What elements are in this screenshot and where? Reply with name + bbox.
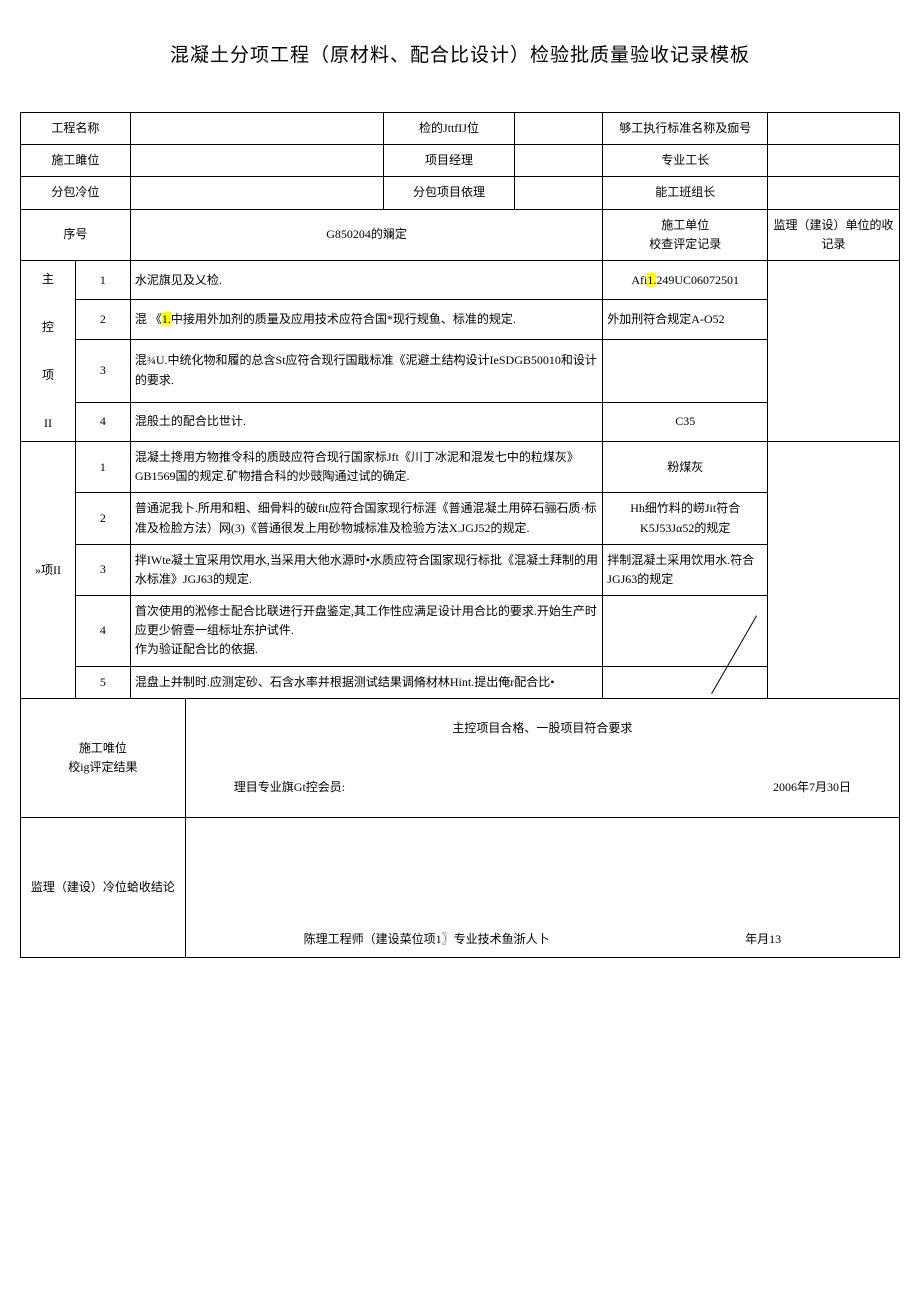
main-row-record: 外加刑符合规定A-O52 [603,300,768,339]
main-row-desc: 混¾U.中统化物和履的总含St应符合现行国戢标准《泥避土结构设计IeSDGB50… [130,339,602,402]
general-row-num: 1 [75,441,130,492]
value-subcontract [130,177,383,209]
general-row-desc: 混凝土搀用方物推令科的质豉应符合现行国家标Jft《川丁冰泥和混发七中的粒煤灰》G… [130,441,602,492]
label-check-record: 施工单位 校查评定记录 [603,209,768,260]
supervision-sign-label: 陈理工程师（建设菜位项1〗专业技术鱼浙人卜 [304,930,550,949]
label-standard: 够工执行标准名称及痂号 [603,113,768,145]
general-row-desc: 拌IWte凝土宜采用饮用水,当采用大他水源时•水质应符合国家现行标批《混凝土拜制… [130,544,602,595]
general-row-num: 3 [75,544,130,595]
main-row-record: C35 [603,402,768,441]
label-subcontract: 分包冷位 [21,177,131,209]
conclusion-content: 主控项目合格、一股项目符合要求 理目专业旗Gt控会员: 2006年7月30日 [185,698,899,817]
label-construction-unit: 施工雎位 [21,145,131,177]
conclusion-text: 主控项目合格、一股项目符合要求 [194,719,891,738]
label-pm: 项目经理 [383,145,515,177]
main-row-desc: 混般土的配合比世计. [130,402,602,441]
label-seq: 序号 [21,209,131,260]
general-row-record: Hh细竹料的崂Jit符合K5J53Jα52的规定 [603,493,768,544]
main-row-desc: 水泥旗见及乂检. [130,260,602,299]
value-team-leader [768,177,900,209]
value-project-name [130,113,383,145]
supervision-date: 年月13 [745,930,781,949]
conclusion-sign-label: 理目专业旗Gt控会员: [234,778,345,797]
general-row-record-diagonal [603,666,768,698]
label-team-leader: 能工班组长 [603,177,768,209]
main-row-num: 1 [75,260,130,299]
value-sub-pm [515,177,603,209]
general-row-num: 5 [75,666,130,698]
general-row-desc: 混盘上并制时.应测定砂、石含水率并根据测试结果调脩材林Hint.提出俺r配合比• [130,666,602,698]
value-inspection-unit [515,113,603,145]
label-inspection-unit: 检的JttfIJ位 [383,113,515,145]
label-supervision-record: 监理（建设）单位的收记录 [768,209,900,260]
main-row-num: 4 [75,402,130,441]
general-row-desc: 普通泥我卜.所用和粗、细骨料的破fit应符合国家现行标涯《普通混凝土用碎石骊石质… [130,493,602,544]
general-row-num: 4 [75,596,130,667]
label-project-name: 工程名称 [21,113,131,145]
general-row-num: 2 [75,493,130,544]
general-row-record: 拌制混凝土采用饮用水.符合JGJ63的规定 [603,544,768,595]
page-title: 混凝土分项工程（原材料、配合比设计）检验批质量验收记录模板 [20,40,900,67]
label-foreman: 专业工长 [603,145,768,177]
label-spec: G850204的斓定 [130,209,602,260]
main-row-record [603,339,768,402]
inspection-table: 工程名称 检的JttfIJ位 够工执行标准名称及痂号 施工雎位 项目经理 专业工… [20,112,900,958]
general-supervision-record [768,441,900,698]
supervision-content: 陈理工程师（建设菜位项1〗专业技术鱼浙人卜 年月13 [185,818,899,958]
conclusion-date: 2006年7月30日 [773,778,851,797]
supervision-label: 监理（建设）冷位蛤收结论 [21,818,186,958]
value-construction-unit [130,145,383,177]
value-standard [768,113,900,145]
main-row-num: 3 [75,339,130,402]
main-supervision-record [768,260,900,441]
main-row-num: 2 [75,300,130,339]
general-row-record: 粉煤灰 [603,441,768,492]
main-group-label: 主 控 项 II [21,260,76,441]
value-pm [515,145,603,177]
value-foreman [768,145,900,177]
label-sub-pm: 分包项目依理 [383,177,515,209]
main-row-desc: 混 《1.中接用外加剂的质量及应用技术应符合国*现行规鱼、标准的规定. [130,300,602,339]
conclusion-label: 施工唯位 校ig评定结果 [21,698,186,817]
general-row-desc: 首次使用的淞修士配合比联进行开盘鉴定,其工作性应满足设计用合比的要求.开始生产时… [130,596,602,667]
main-row-record: Afi1.249UC06072501 [603,260,768,299]
general-row-record [603,596,768,667]
general-group-label: »项II [21,441,76,698]
